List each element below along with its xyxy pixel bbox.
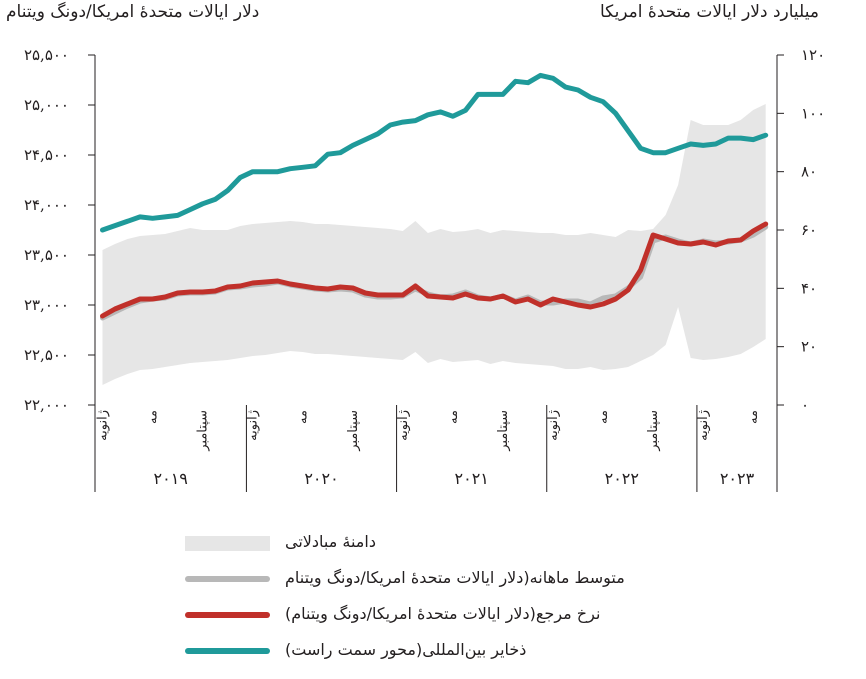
left-axis-title: دلار ایالات متحدهٔ امریکا/دونگ ویتنام <box>6 2 260 22</box>
legend-label: نرخ مرجع(دلار ایالات متحدهٔ امریکا/دونگ … <box>285 604 601 623</box>
month-label: ژانویه <box>246 410 261 441</box>
legend-item-international-reserves: ذخایر بین‌المللی(محور سمت راست) <box>185 638 745 674</box>
left-tick-label: ۲۳,۵۰۰ <box>24 246 69 264</box>
month-label: مه <box>446 410 461 424</box>
month-label: ژانویه <box>696 410 711 441</box>
year-label: ۲۰۲۲ <box>605 469 639 488</box>
legend-swatch-gray-line <box>185 576 270 582</box>
month-label: سپتامبر <box>196 410 211 452</box>
legend-label: دامنهٔ مبادلاتی <box>285 532 376 551</box>
left-tick-label: ۲۲,۵۰۰ <box>24 346 69 364</box>
year-label: ۲۰۲۰ <box>304 469 338 488</box>
right-tick-label: ۸۰ <box>801 163 817 181</box>
left-tick-label: ۲۴,۰۰۰ <box>24 196 69 214</box>
year-label: ۲۰۲۳ <box>720 469 755 488</box>
left-tick-label: ۲۳,۰۰۰ <box>24 296 69 314</box>
legend-item-trading-band: دامنهٔ مبادلاتی <box>185 530 745 566</box>
month-label: مه <box>596 410 611 424</box>
right-axis-title: میلیارد دلار ایالات متحدهٔ امریکا <box>600 2 819 22</box>
legend-swatch-red-line <box>185 612 270 618</box>
year-label: ۲۰۱۹ <box>154 469 188 488</box>
right-tick-label: ۱۲۰ <box>801 46 825 64</box>
month-label: ژانویه <box>96 410 111 441</box>
legend-item-monthly-average: متوسط ماهانه(دلار ایالات متحدهٔ امریکا/د… <box>185 566 745 602</box>
legend-label: متوسط ماهانه(دلار ایالات متحدهٔ امریکا/د… <box>285 568 625 587</box>
legend-item-reference-rate: نرخ مرجع(دلار ایالات متحدهٔ امریکا/دونگ … <box>185 602 745 638</box>
legend-swatch-teal-line <box>185 648 270 654</box>
year-label: ۲۰۲۱ <box>455 469 489 488</box>
legend: دامنهٔ مبادلاتی متوسط ماهانه(دلار ایالات… <box>185 530 745 674</box>
left-tick-label: ۲۴,۵۰۰ <box>24 146 69 164</box>
left-tick-label: ۲۲,۰۰۰ <box>24 396 69 414</box>
left-tick-label: ۲۵,۰۰۰ <box>24 96 69 114</box>
legend-swatch-band <box>185 536 270 551</box>
month-label: مه <box>746 410 761 424</box>
month-label: سپتامبر <box>646 410 661 452</box>
right-tick-label: ۴۰ <box>801 279 817 297</box>
month-label: ژانویه <box>546 410 561 441</box>
month-label: سپتامبر <box>496 410 511 452</box>
right-tick-label: ۶۰ <box>801 221 817 239</box>
right-tick-label: ۱۰۰ <box>801 104 825 122</box>
trading-band-area <box>102 104 766 385</box>
right-tick-label: ۲۰ <box>801 338 817 356</box>
international-reserves-line <box>100 72 769 233</box>
month-label: ژانویه <box>396 410 411 441</box>
month-label: مه <box>296 410 311 424</box>
right-tick-label: ۰ <box>801 396 809 414</box>
month-label: مه <box>146 410 161 424</box>
reference-rate-line <box>100 221 769 319</box>
month-label: سپتامبر <box>346 410 361 452</box>
legend-label: ذخایر بین‌المللی(محور سمت راست) <box>285 640 527 659</box>
left-tick-label: ۲۵,۵۰۰ <box>24 46 69 64</box>
